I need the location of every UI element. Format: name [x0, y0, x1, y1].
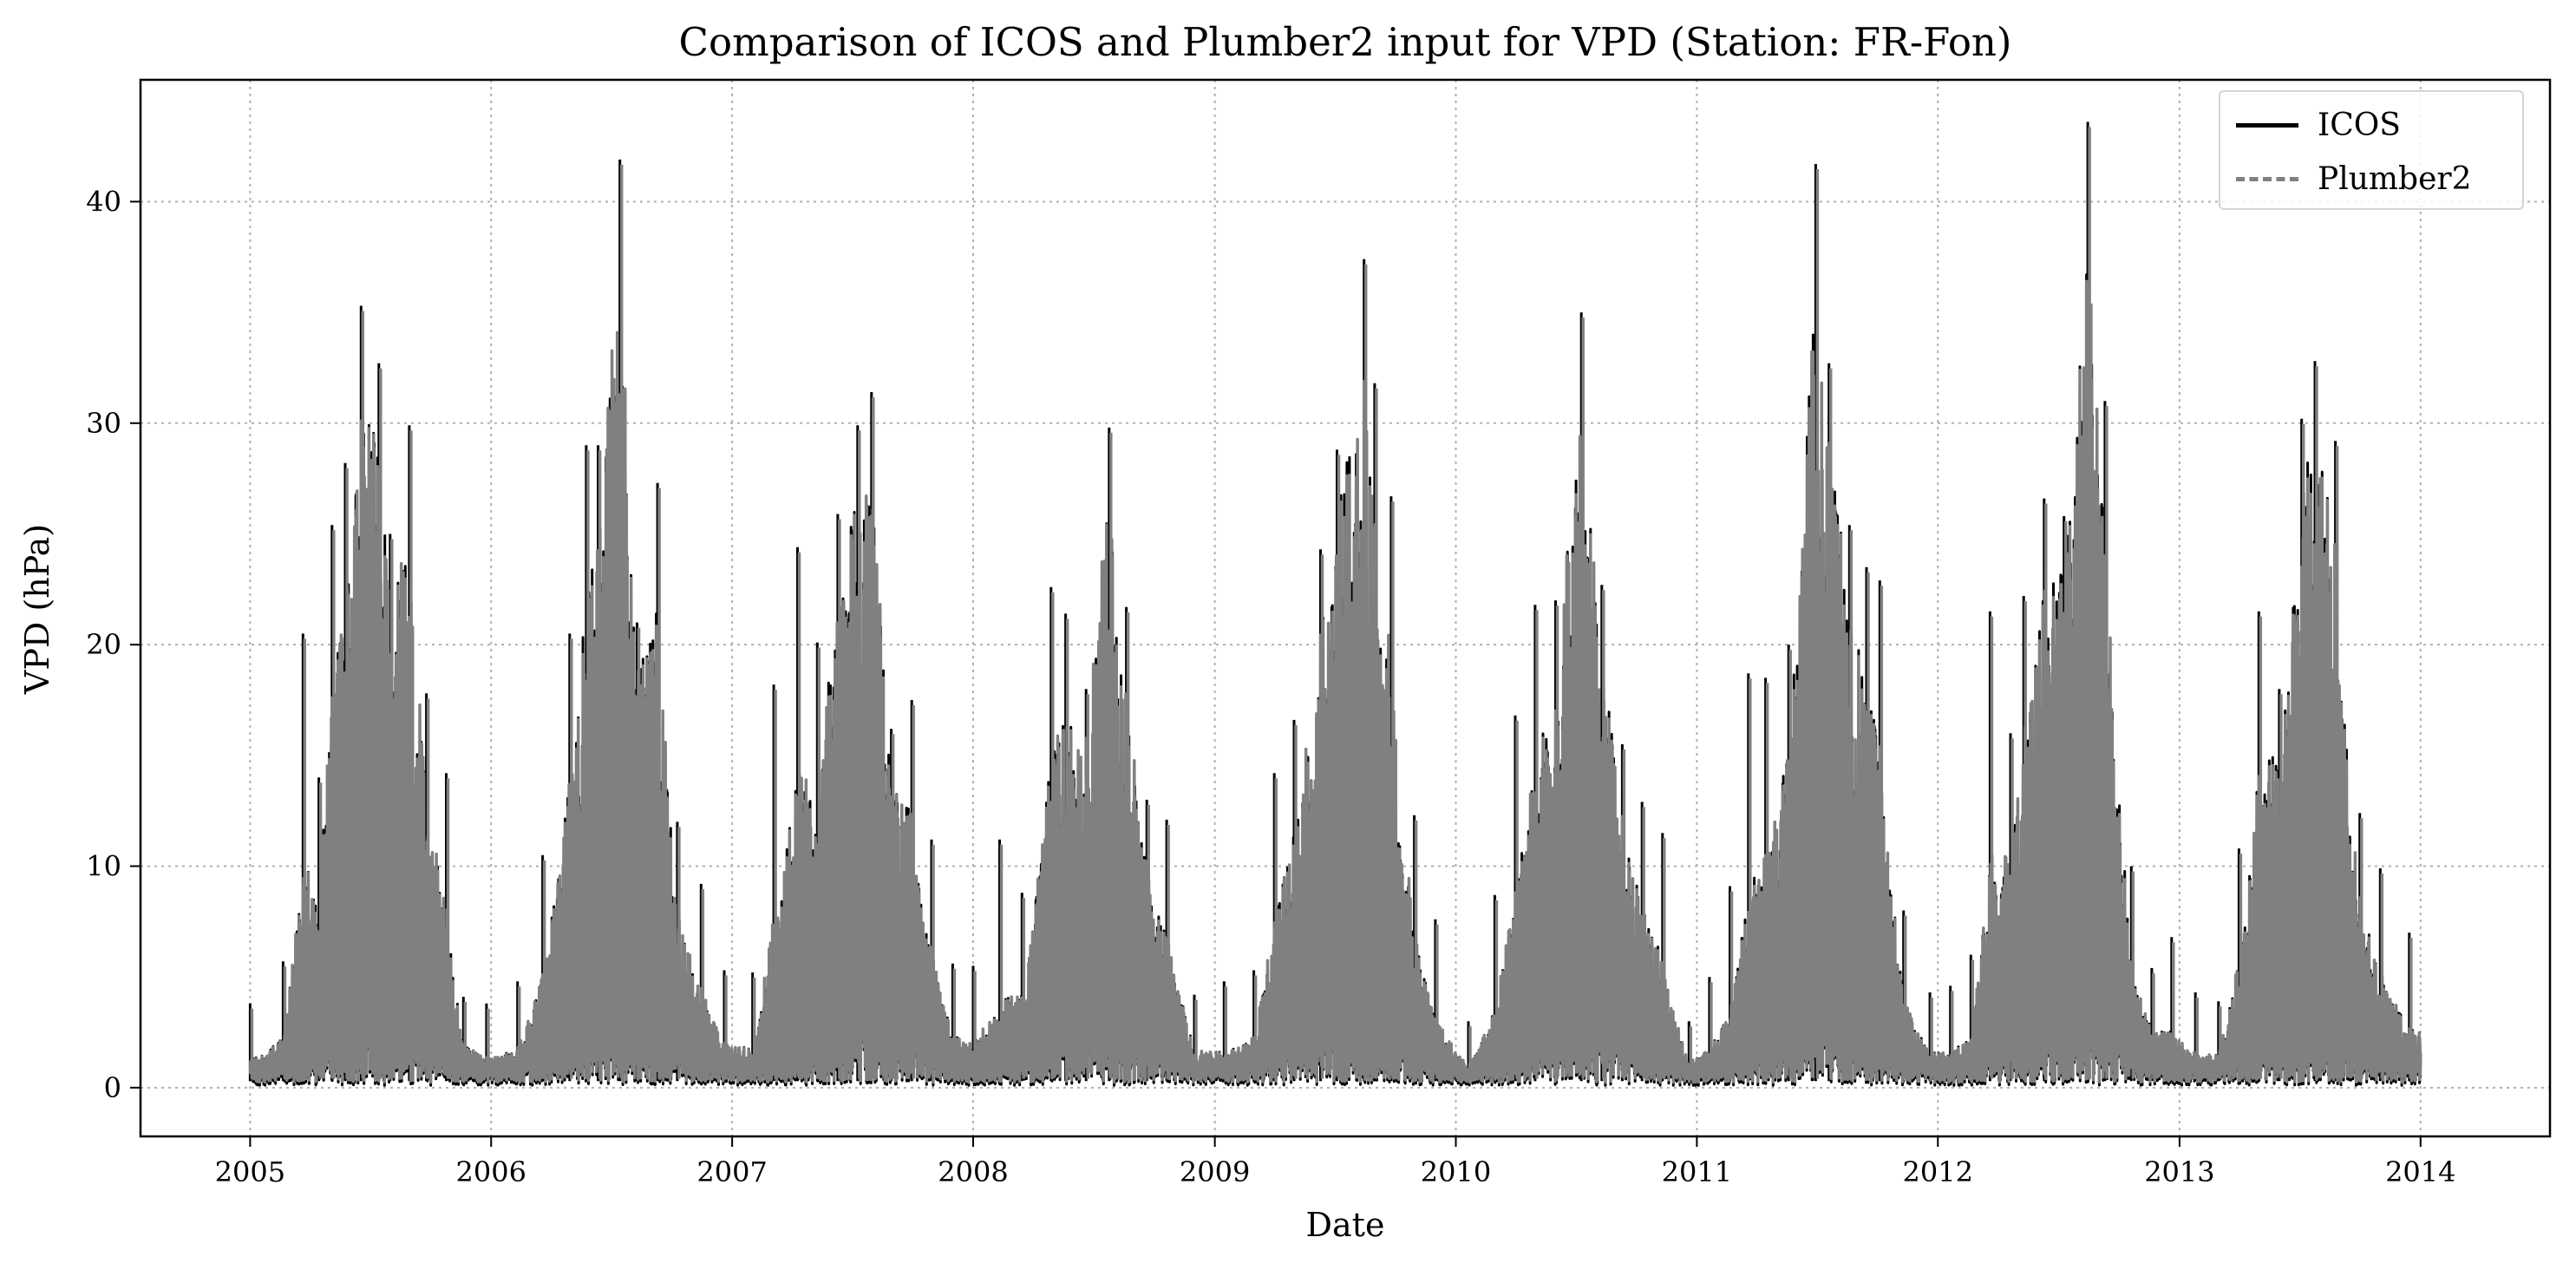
- grid-lines: [141, 80, 2550, 1136]
- data-lines: [248, 121, 2422, 1087]
- plot-frame: [139, 78, 2552, 1138]
- legend-label-icos: ICOS: [2318, 107, 2401, 143]
- x-tick-label: 2005: [215, 1155, 285, 1188]
- legend-item-icos: ICOS: [2236, 104, 2401, 146]
- x-tick-label: 2012: [1903, 1155, 1973, 1188]
- legend-swatch-plumber2: [2236, 176, 2298, 181]
- legend-label-plumber2: Plumber2: [2318, 160, 2472, 197]
- y-tick-label: 30: [86, 407, 121, 440]
- x-tick-label: 2007: [696, 1155, 767, 1188]
- x-tick-label: 2008: [938, 1155, 1008, 1188]
- x-tick-label: 2009: [1180, 1155, 1250, 1188]
- y-tick-label: 40: [86, 185, 121, 218]
- chart-title: Comparison of ICOS and Plumber2 input fo…: [679, 19, 2012, 65]
- x-tick-label: 2010: [1421, 1155, 1491, 1188]
- x-tick-label: 2011: [1662, 1155, 1732, 1188]
- x-tick-label: 2014: [2385, 1155, 2455, 1188]
- legend-swatch-icos: [2236, 122, 2298, 128]
- x-tick-label: 2006: [456, 1155, 526, 1188]
- axis-ticks: 2005 2006 2007 2008 2009 2010 2011 2012 2013 2014…: [86, 185, 2455, 1188]
- x-axis-label: Date: [1306, 1206, 1385, 1244]
- series-line-plumber2: [248, 127, 2422, 1084]
- legend: ICOS Plumber2: [2219, 90, 2524, 210]
- y-tick-label: 0: [104, 1071, 121, 1104]
- x-tick-label: 2013: [2144, 1155, 2214, 1188]
- y-tick-label: 20: [86, 628, 121, 661]
- legend-item-plumber2: Plumber2: [2236, 158, 2472, 200]
- y-axis-label: VPD (hPa): [18, 524, 56, 695]
- y-tick-label: 10: [86, 849, 121, 882]
